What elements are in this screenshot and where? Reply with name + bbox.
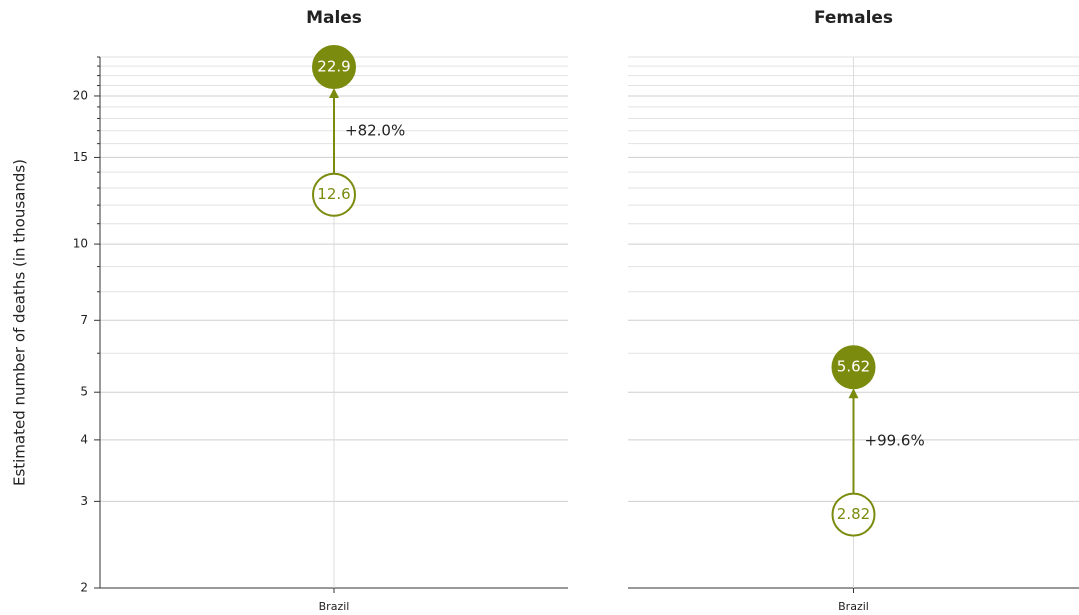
point-marker bbox=[831, 345, 876, 390]
change-label: +82.0% bbox=[345, 121, 405, 139]
y-tick-label: 5 bbox=[80, 385, 88, 399]
x-tick-label: Brazil bbox=[838, 600, 869, 613]
y-tick-label: 7 bbox=[80, 313, 88, 327]
y-tick-label: 2 bbox=[80, 581, 88, 595]
panel-title: Males bbox=[306, 8, 362, 28]
change-label: +99.6% bbox=[865, 431, 925, 449]
change-arrow-head bbox=[329, 88, 339, 99]
point-label: 12.6 bbox=[317, 185, 350, 203]
panel-title: Females bbox=[814, 8, 893, 28]
y-tick-label: 3 bbox=[80, 494, 88, 508]
point-marker bbox=[312, 45, 356, 90]
x-tick-label: Brazil bbox=[319, 600, 350, 613]
point-label: 5.62 bbox=[837, 358, 870, 376]
change-arrow-head bbox=[848, 388, 859, 399]
y-axis-label: Estimated number of deaths (in thousands… bbox=[11, 159, 29, 486]
point-marker bbox=[312, 172, 356, 217]
y-tick-label: 4 bbox=[80, 432, 88, 446]
y-tick-label: 10 bbox=[73, 237, 88, 251]
y-tick-label: 20 bbox=[73, 88, 88, 102]
point-label: 2.82 bbox=[837, 505, 870, 523]
point-marker bbox=[831, 492, 876, 537]
y-tick-label: 15 bbox=[73, 150, 88, 164]
point-label: 22.9 bbox=[317, 58, 350, 76]
